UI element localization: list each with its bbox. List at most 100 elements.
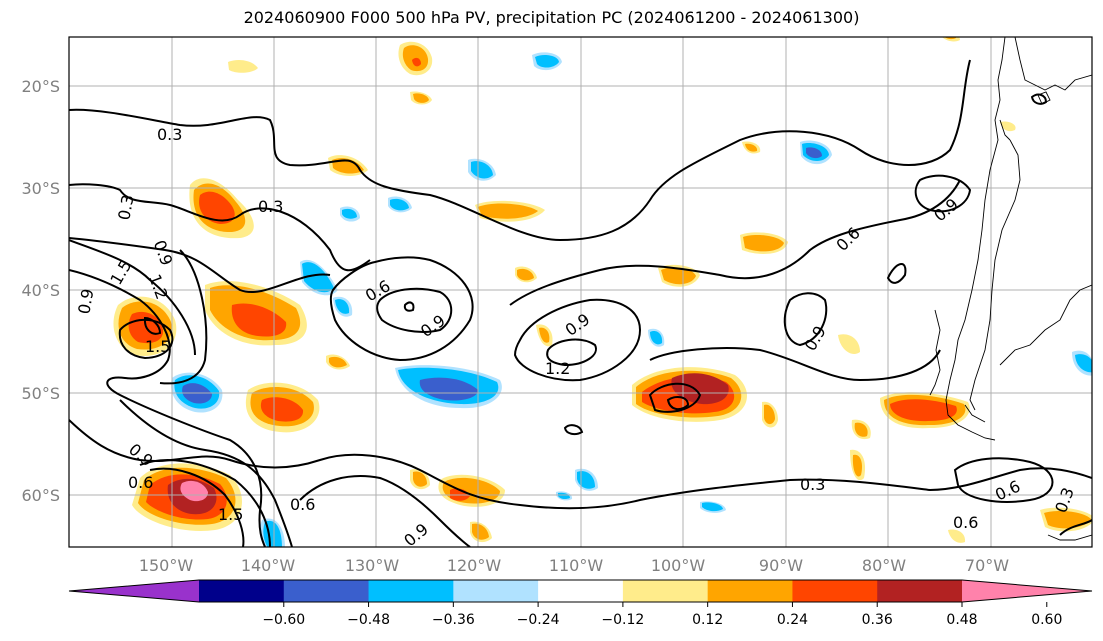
colorbar-segment	[283, 580, 370, 602]
precip-blob	[390, 198, 409, 211]
pv-contour-0.9	[666, 396, 690, 411]
pv-label: 0.3	[157, 125, 182, 144]
precip-blob	[478, 203, 538, 219]
colorbar-segment	[707, 580, 793, 602]
pv-label: 1.5	[218, 505, 243, 524]
precip-blob	[838, 334, 860, 355]
pv-contours	[69, 59, 1092, 547]
pv-label: 0.6	[128, 473, 153, 492]
precip-blob	[661, 267, 696, 285]
colorbar-segment	[877, 580, 963, 602]
pv-contour-0.3	[69, 183, 371, 272]
pv-contour-0.6	[953, 457, 1054, 503]
lon-label: 100°W	[651, 556, 706, 575]
precip-blob	[332, 158, 364, 174]
colorbar-segment	[622, 580, 709, 602]
pv-contour-0.3	[69, 419, 1092, 510]
pv-contour-0.6	[329, 256, 474, 362]
pv-contour-0.9	[914, 174, 972, 213]
precip-blob	[539, 327, 550, 343]
colorbar-tick-label: −0.60	[262, 612, 305, 628]
precip-blob	[471, 161, 493, 179]
longitude-labels: 150°W 140°W 130°W 120°W 110°W 100°W 90°W…	[139, 556, 1009, 575]
colorbar-segment	[792, 580, 878, 602]
lat-label: 50°S	[21, 384, 60, 403]
precip-blob	[1000, 121, 1016, 132]
pv-contour-0.3	[1059, 519, 1092, 536]
pv-label: 1.2	[545, 359, 570, 378]
precip-blob	[854, 422, 868, 437]
lon-label: 150°W	[139, 556, 194, 575]
pv-contour-0.6	[563, 424, 584, 436]
pv-label: 0.3	[800, 475, 825, 494]
lat-label: 30°S	[21, 179, 60, 198]
colorbar-segment	[453, 580, 539, 602]
precip-blob	[702, 502, 723, 512]
colorbar-segment	[368, 580, 454, 602]
precip-blob	[342, 208, 357, 219]
colorbar-tick-label: −0.12	[601, 612, 644, 628]
precip-blob	[948, 529, 966, 543]
colorbar-segment	[538, 580, 624, 602]
pv-contour-0.9	[119, 399, 293, 547]
graticule	[69, 37, 1092, 547]
precip-blob	[1075, 354, 1092, 373]
colorbar-tick-label: 0.36	[862, 612, 893, 628]
colorbar-segment	[199, 580, 285, 602]
pv-contour-0.9	[513, 298, 642, 382]
precip-blob	[806, 147, 822, 159]
pv-contour-labels: 0.3 0.3 0.3 0.3 0.6 0.6 0.6 0.6 0.6 0.9 …	[74, 125, 1078, 547]
colorbar-tick-label: 0.12	[692, 612, 723, 628]
precip-blob	[260, 397, 304, 422]
pv-contour-0.9	[886, 263, 907, 284]
colorbar-extend-low	[69, 580, 199, 602]
colorbar-tick-label: 0.48	[946, 612, 977, 628]
precip-blob	[472, 523, 489, 540]
precip-blob	[890, 399, 957, 422]
pv-contour-0.6	[649, 347, 941, 382]
pv-label: 1.5	[145, 337, 170, 356]
precip-blob	[745, 143, 758, 152]
pv-contour-1.2	[143, 316, 162, 335]
colorbar-outline	[68, 579, 1093, 603]
lon-label: 120°W	[447, 556, 502, 575]
lon-label: 130°W	[345, 556, 400, 575]
lon-label: 140°W	[241, 556, 296, 575]
lon-label: 90°W	[759, 556, 803, 575]
pv-label: 0.6	[290, 495, 315, 514]
pv-contour-1.5	[118, 318, 174, 360]
precip-blob	[413, 93, 429, 103]
pv-contour-1.5	[69, 239, 196, 356]
pv-contour-0.6	[509, 179, 961, 306]
precip-blob	[199, 191, 235, 224]
map-title: 2024060900 F000 500 hPa PV, precipitatio…	[243, 8, 860, 27]
pv-contour-0.6	[403, 301, 415, 312]
pv-contour-1.2	[69, 269, 266, 547]
lat-label: 20°S	[21, 77, 60, 96]
precip-blob	[852, 454, 863, 477]
lat-label: 60°S	[21, 486, 60, 505]
precip-blob	[231, 303, 287, 337]
precip-blob	[743, 235, 784, 252]
precip-blob	[180, 480, 208, 502]
colorbar-tick-label: −0.48	[347, 612, 390, 628]
pv-contour-0.9	[376, 287, 453, 333]
map-frame	[68, 36, 1093, 548]
pv-contour-0.9	[1030, 93, 1048, 105]
precip-blob	[671, 373, 729, 405]
lat-label: 40°S	[21, 281, 60, 300]
latitude-labels: 20°S 30°S 40°S 50°S 60°S	[21, 77, 60, 505]
precip-blob	[413, 471, 427, 487]
pv-contour-1.2	[139, 459, 271, 547]
lon-label: 110°W	[549, 556, 604, 575]
pv-label: 0.3	[114, 193, 137, 221]
colorbar-tick-label: −0.24	[517, 612, 560, 628]
pv-label: 0.3	[258, 197, 283, 216]
pv-contour-1.2	[546, 338, 597, 367]
precip-blob	[650, 331, 663, 345]
pv-label: 0.6	[953, 513, 978, 532]
lon-label: 80°W	[862, 556, 906, 575]
pv-label: 0.9	[74, 287, 97, 315]
colorbar-tick-label: 0.60	[1031, 612, 1062, 628]
